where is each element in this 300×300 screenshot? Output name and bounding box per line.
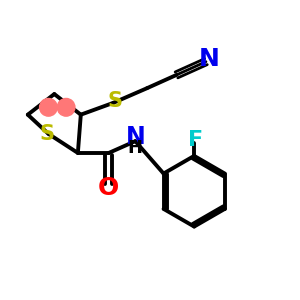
- Circle shape: [40, 98, 57, 116]
- Text: H: H: [128, 139, 143, 157]
- Circle shape: [57, 98, 75, 116]
- Text: F: F: [188, 130, 203, 150]
- Text: S: S: [39, 124, 54, 144]
- Text: S: S: [107, 91, 122, 110]
- Text: N: N: [199, 47, 220, 71]
- Text: O: O: [98, 176, 119, 200]
- Text: N: N: [125, 125, 145, 149]
